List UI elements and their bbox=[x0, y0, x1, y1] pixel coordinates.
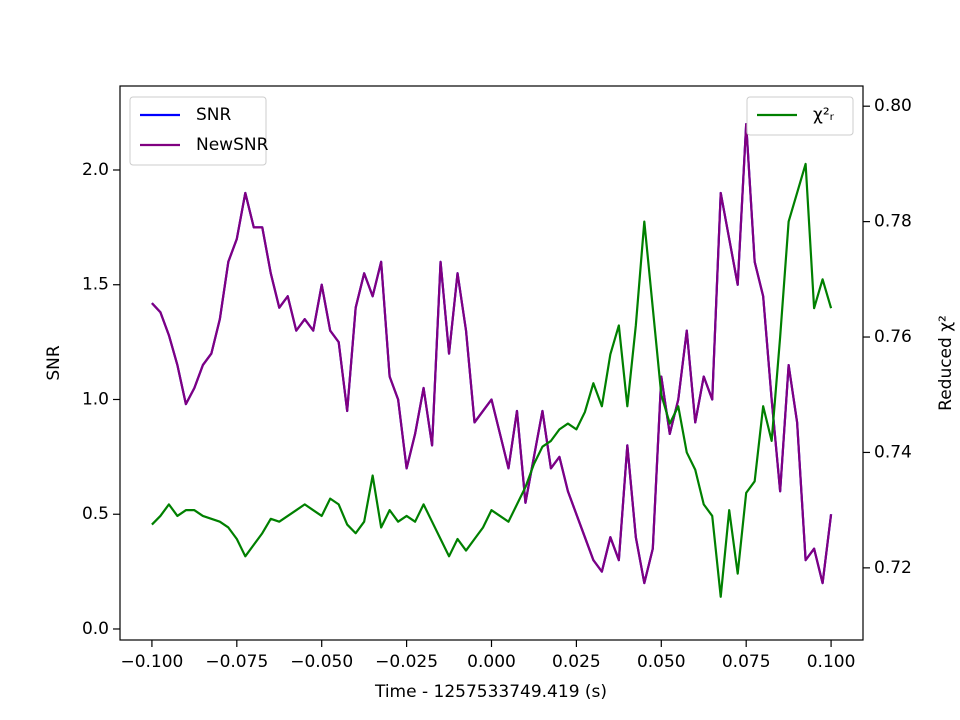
y-tick-label: 0.5 bbox=[82, 504, 109, 524]
x-tick-label: 0.000 bbox=[467, 652, 516, 672]
y2-tick-label: 0.72 bbox=[874, 558, 912, 578]
legend-label: χ²ᵣ bbox=[813, 105, 835, 125]
y-axis-label: SNR bbox=[44, 345, 64, 381]
x-tick-label: 0.075 bbox=[722, 652, 771, 672]
x-tick-label: 0.050 bbox=[637, 652, 686, 672]
data-line bbox=[151, 123, 833, 585]
x-tick-label: 0.100 bbox=[807, 652, 856, 672]
y-tick-label: 1.0 bbox=[82, 389, 109, 409]
data-line bbox=[151, 162, 833, 598]
x-tick-label: −0.050 bbox=[290, 652, 353, 672]
legend-label: SNR bbox=[196, 105, 232, 125]
x-tick-label: −0.075 bbox=[205, 652, 268, 672]
y-tick-label: 1.5 bbox=[82, 275, 109, 295]
x-tick-label: 0.025 bbox=[552, 652, 601, 672]
x-axis-label: Time - 1257533749.419 (s) bbox=[374, 682, 607, 702]
legend-label: NewSNR bbox=[196, 135, 269, 155]
y-tick-label: 2.0 bbox=[82, 160, 109, 180]
legend-box bbox=[746, 96, 854, 136]
plot-frame bbox=[119, 85, 864, 641]
y2-axis-label: Reduced χ² bbox=[936, 315, 956, 411]
y2-tick-label: 0.78 bbox=[874, 212, 912, 232]
x-tick-label: −0.025 bbox=[375, 652, 438, 672]
x-tick-label: −0.100 bbox=[120, 652, 183, 672]
y2-tick-label: 0.76 bbox=[874, 327, 912, 347]
y2-tick-label: 0.80 bbox=[874, 96, 912, 116]
y-tick-label: 0.0 bbox=[82, 619, 109, 639]
y2-tick-label: 0.74 bbox=[874, 442, 912, 462]
